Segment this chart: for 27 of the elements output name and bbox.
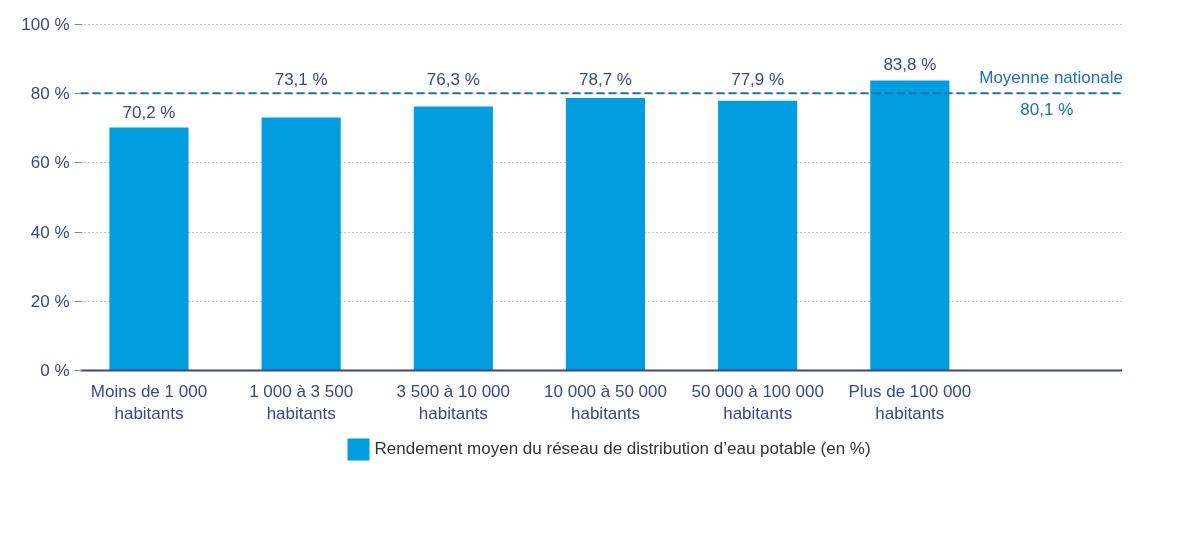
bar (870, 80, 950, 371)
x-tick-label: 3 500 à 10 000 habitants (396, 381, 511, 424)
x-tick-label: 1 000 à 3 500 habitants (249, 381, 354, 424)
x-tick-label: Moins de 1 000 habitants (90, 381, 208, 424)
y-tick-label: 40 % (30, 222, 70, 242)
y-tick-label: 0 % (40, 361, 70, 380)
data-label: 77,9 % (731, 70, 785, 90)
annotation: 80,1 % (1020, 100, 1074, 120)
data-label: 83,8 % (883, 55, 937, 75)
bar (413, 106, 493, 371)
bar (109, 127, 189, 371)
data-label: 70,2 % (122, 102, 176, 122)
bar (261, 117, 341, 371)
y-tick-label: 20 % (30, 291, 70, 311)
x-tick-label: 10 000 à 50 000 habitants (544, 381, 667, 424)
ref-line-label: Moyenne nationale (979, 68, 1123, 88)
y-tick-label: 80 % (30, 84, 70, 104)
x-tick-label: 50 000 à 100 000 habitants (691, 381, 824, 424)
y-tick-label: 100 % (21, 14, 70, 34)
legend-label: Rendement moyen du réseau de distribution d’eau potable (en %) (374, 438, 871, 458)
y-tick-label: 60 % (30, 153, 70, 173)
bar (565, 98, 646, 371)
data-label: 76,3 % (426, 70, 480, 90)
x-tick-label: Plus de 100 000 habitants (848, 381, 972, 424)
data-label: 73,1 % (274, 70, 328, 90)
data-label: 78,7 % (579, 70, 632, 90)
bar (718, 100, 798, 371)
